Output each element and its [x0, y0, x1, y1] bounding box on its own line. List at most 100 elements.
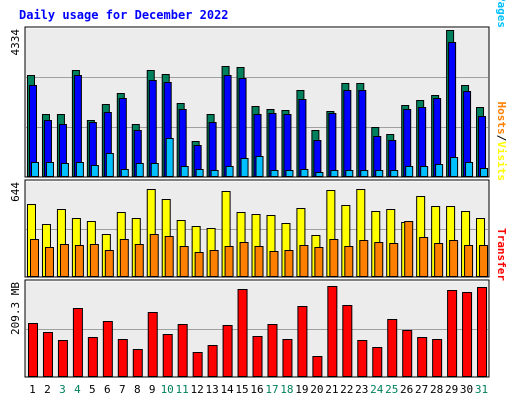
files-bar [283, 114, 292, 177]
pages-bar [390, 170, 399, 177]
transfer-bar [462, 292, 473, 377]
files-bar [223, 75, 232, 177]
hosts-bar [449, 240, 459, 277]
hosts-bar [59, 244, 69, 277]
files-bar [313, 140, 322, 177]
transfer-bar [357, 340, 368, 377]
day-tick-label: 18 [280, 383, 293, 396]
transfer-bar [267, 324, 278, 377]
files-bar [208, 122, 217, 177]
hosts-bar [164, 236, 174, 277]
transfer-bar [117, 339, 128, 377]
transfer-panel-label: Transfer [495, 228, 508, 281]
hits-panel-label-pages: Pages [495, 0, 508, 28]
day-tick-label: 27 [415, 383, 428, 396]
files-bar [73, 75, 82, 177]
day-tick-label: 21 [325, 383, 338, 396]
transfer-bar [342, 305, 353, 377]
day-tick-label: 14 [220, 383, 234, 396]
visits-ymax-label: 644 [9, 182, 22, 202]
pages-bar [345, 170, 354, 177]
files-bar [148, 80, 157, 177]
day-tick-label: 5 [89, 383, 96, 396]
day-tick-label: 31 [475, 383, 488, 396]
files-bar [448, 42, 457, 177]
hosts-bar [329, 239, 339, 277]
transfer-bar [402, 330, 413, 377]
hosts-bar [344, 246, 354, 277]
transfer-ymax-label: 209.3 MB [9, 282, 22, 335]
hosts-bar [389, 243, 399, 277]
hosts-bar [374, 242, 384, 277]
transfer-bar [312, 356, 323, 377]
hosts-bar [254, 246, 264, 277]
day-tick-label: 15 [235, 383, 248, 396]
day-tick-label: 28 [430, 383, 443, 396]
day-tick-label: 25 [385, 383, 398, 396]
day-tick-label: 9 [149, 383, 156, 396]
hosts-bar [299, 245, 309, 277]
pages-bar [135, 163, 144, 177]
pages-bar [375, 170, 384, 177]
day-tick-label: 12 [191, 383, 204, 396]
pages-bar [450, 157, 459, 177]
transfer-bar [192, 352, 203, 377]
day-tick-label: 30 [460, 383, 473, 396]
transfer-bar [207, 345, 218, 377]
transfer-bar [162, 334, 173, 377]
hosts-bar [359, 240, 369, 277]
pages-bar [270, 170, 279, 177]
day-tick-label: 22 [340, 383, 353, 396]
visits-panel-label-hosts: Hosts [495, 102, 508, 135]
hosts-bar [464, 245, 474, 277]
pages-bar [120, 169, 129, 177]
transfer-bar [477, 287, 488, 377]
transfer-bar [42, 332, 53, 377]
transfer-bar [57, 340, 68, 377]
pages-bar [195, 169, 204, 177]
hosts-bar [134, 244, 144, 277]
hosts-bar [194, 252, 204, 277]
hosts-bar [209, 250, 219, 277]
transfer-panel [24, 279, 490, 378]
hosts-bar [30, 239, 39, 277]
hosts-bar [224, 246, 234, 277]
day-tick-label: 13 [205, 383, 218, 396]
hits-panel [24, 26, 490, 178]
visits-panel-label: Hosts/Visits [495, 102, 508, 182]
day-tick-label: 1 [29, 383, 36, 396]
transfer-bar [102, 321, 113, 377]
day-tick-label: 17 [265, 383, 278, 396]
hosts-bar [179, 246, 189, 277]
day-tick-label: 23 [355, 383, 368, 396]
pages-bar [210, 170, 219, 177]
transfer-bar [132, 349, 143, 377]
transfer-bar [417, 337, 428, 377]
day-tick-label: 3 [59, 383, 66, 396]
visits-panel [24, 179, 490, 278]
transfer-bar [237, 289, 248, 377]
pages-bar [165, 138, 174, 177]
transfer-bar [147, 312, 158, 377]
files-bar [358, 90, 367, 177]
transfer-bar [327, 286, 338, 377]
pages-bar [300, 169, 309, 177]
visits-panel-label-separator: / [495, 135, 508, 142]
pages-bar [150, 163, 159, 177]
hosts-bar [104, 250, 114, 277]
pages-bar [31, 162, 39, 177]
day-axis: 1 2 3 4 5 6 7 8 9 10 11 12 13 14 15 16 17 18 19 20 21 22 23 24 2… [29, 383, 488, 396]
hosts-bar [404, 221, 414, 277]
day-tick-label: 2 [44, 383, 51, 396]
pages-bar [420, 166, 429, 177]
transfer-bar [447, 290, 458, 377]
pages-bar [405, 166, 414, 177]
visits-panel-label-visits: Visits [495, 141, 508, 181]
transfer-bar [222, 325, 233, 377]
transfer-panel-label-transfer: Transfer [495, 228, 508, 281]
pages-bar [75, 162, 84, 177]
pages-bar [105, 153, 114, 177]
day-tick-label: 4 [74, 383, 81, 396]
hosts-bar [89, 244, 99, 277]
pages-bar [285, 170, 294, 177]
